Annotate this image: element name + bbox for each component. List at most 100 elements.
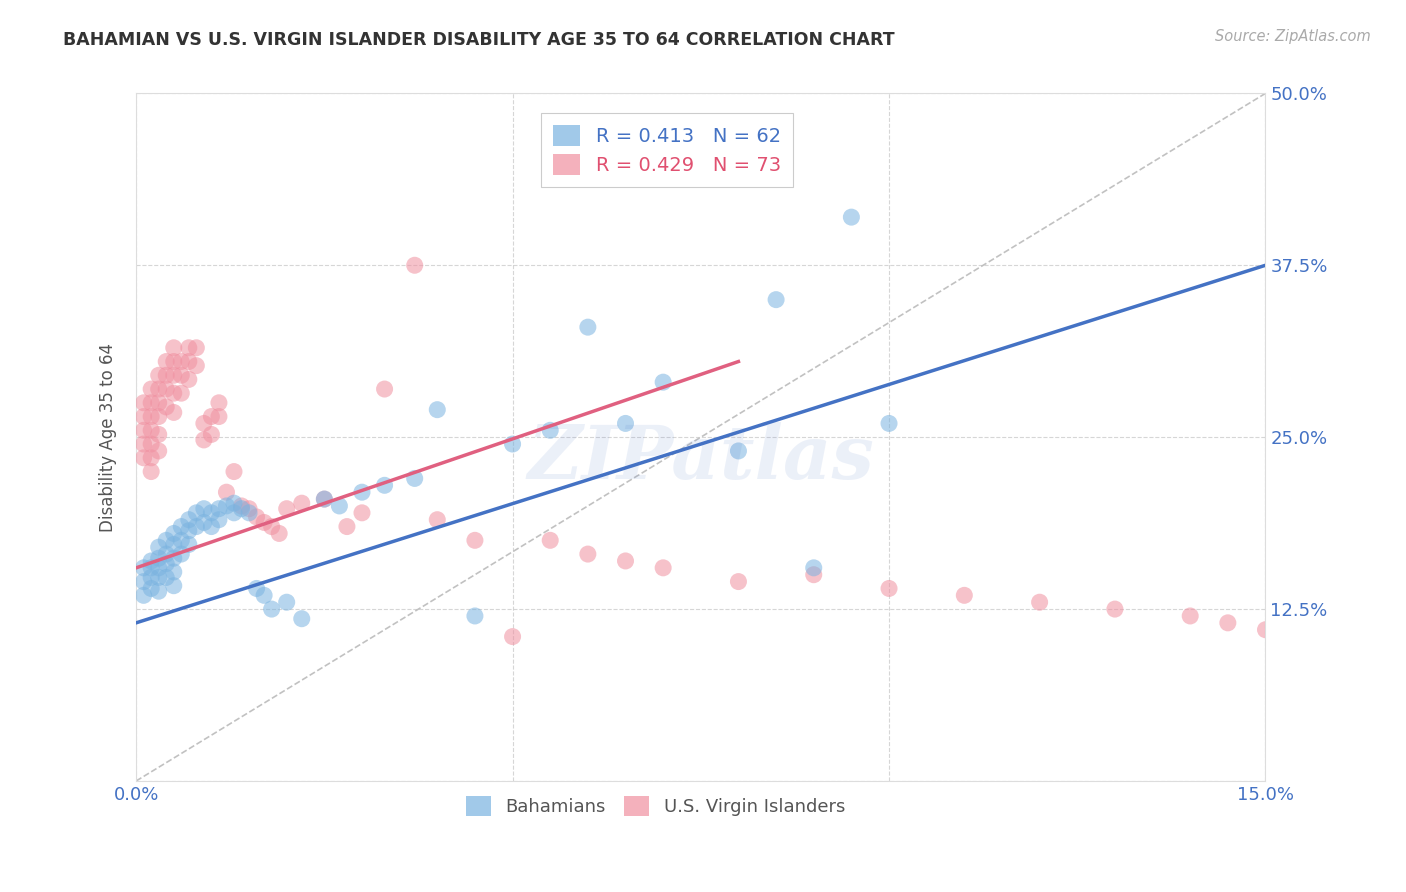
- Point: [141, 465, 163, 479]
- Point: [186, 519, 208, 533]
- Point: [170, 547, 193, 561]
- Point: [253, 516, 276, 530]
- Point: [193, 433, 215, 447]
- Point: [238, 501, 260, 516]
- Point: [222, 496, 245, 510]
- Point: [132, 423, 155, 437]
- Point: [163, 565, 186, 579]
- Point: [231, 501, 253, 516]
- Point: [141, 409, 163, 424]
- Point: [314, 491, 336, 506]
- Point: [155, 382, 177, 396]
- Point: [245, 510, 267, 524]
- Point: [276, 595, 298, 609]
- Point: [177, 513, 200, 527]
- Point: [132, 588, 155, 602]
- Point: [803, 561, 825, 575]
- Point: [727, 444, 749, 458]
- Point: [163, 368, 186, 383]
- Point: [132, 437, 155, 451]
- Point: [163, 341, 186, 355]
- Point: [576, 547, 599, 561]
- Point: [155, 354, 177, 368]
- Point: [1180, 609, 1202, 624]
- Point: [208, 409, 231, 424]
- Point: [208, 501, 231, 516]
- Y-axis label: Disability Age 35 to 64: Disability Age 35 to 64: [100, 343, 117, 532]
- Point: [336, 519, 359, 533]
- Point: [208, 396, 231, 410]
- Point: [222, 506, 245, 520]
- Point: [148, 584, 170, 599]
- Point: [193, 501, 215, 516]
- Point: [148, 427, 170, 442]
- Point: [193, 516, 215, 530]
- Point: [1254, 623, 1277, 637]
- Point: [177, 354, 200, 368]
- Point: [155, 570, 177, 584]
- Point: [953, 588, 976, 602]
- Point: [141, 437, 163, 451]
- Point: [163, 537, 186, 551]
- Point: [208, 513, 231, 527]
- Point: [614, 417, 637, 431]
- Point: [222, 465, 245, 479]
- Point: [148, 551, 170, 566]
- Point: [186, 359, 208, 373]
- Point: [148, 444, 170, 458]
- Point: [170, 519, 193, 533]
- Point: [177, 537, 200, 551]
- Point: [148, 382, 170, 396]
- Point: [1216, 615, 1239, 630]
- Point: [141, 396, 163, 410]
- Point: [245, 582, 267, 596]
- Point: [200, 506, 222, 520]
- Point: [177, 341, 200, 355]
- Point: [276, 501, 298, 516]
- Point: [186, 506, 208, 520]
- Point: [727, 574, 749, 589]
- Point: [163, 354, 186, 368]
- Point: [260, 602, 283, 616]
- Text: ZIPatlas: ZIPatlas: [527, 422, 875, 494]
- Point: [877, 582, 900, 596]
- Point: [141, 570, 163, 584]
- Point: [170, 354, 193, 368]
- Point: [141, 423, 163, 437]
- Point: [155, 557, 177, 571]
- Point: [841, 210, 863, 224]
- Point: [328, 499, 350, 513]
- Point: [803, 567, 825, 582]
- Point: [291, 496, 314, 510]
- Legend: Bahamians, U.S. Virgin Islanders: Bahamians, U.S. Virgin Islanders: [458, 789, 852, 823]
- Point: [576, 320, 599, 334]
- Point: [163, 526, 186, 541]
- Point: [141, 561, 163, 575]
- Point: [148, 540, 170, 554]
- Point: [253, 588, 276, 602]
- Point: [538, 533, 561, 548]
- Point: [374, 382, 396, 396]
- Point: [163, 551, 186, 566]
- Point: [141, 582, 163, 596]
- Point: [404, 258, 426, 272]
- Point: [155, 547, 177, 561]
- Point: [291, 612, 314, 626]
- Point: [148, 561, 170, 575]
- Point: [177, 524, 200, 538]
- Text: Source: ZipAtlas.com: Source: ZipAtlas.com: [1215, 29, 1371, 44]
- Point: [877, 417, 900, 431]
- Point: [350, 506, 373, 520]
- Point: [132, 450, 155, 465]
- Point: [464, 533, 486, 548]
- Point: [155, 368, 177, 383]
- Point: [170, 386, 193, 401]
- Point: [652, 561, 675, 575]
- Point: [200, 427, 222, 442]
- Point: [614, 554, 637, 568]
- Point: [148, 409, 170, 424]
- Point: [652, 375, 675, 389]
- Point: [141, 382, 163, 396]
- Point: [155, 533, 177, 548]
- Point: [215, 485, 238, 500]
